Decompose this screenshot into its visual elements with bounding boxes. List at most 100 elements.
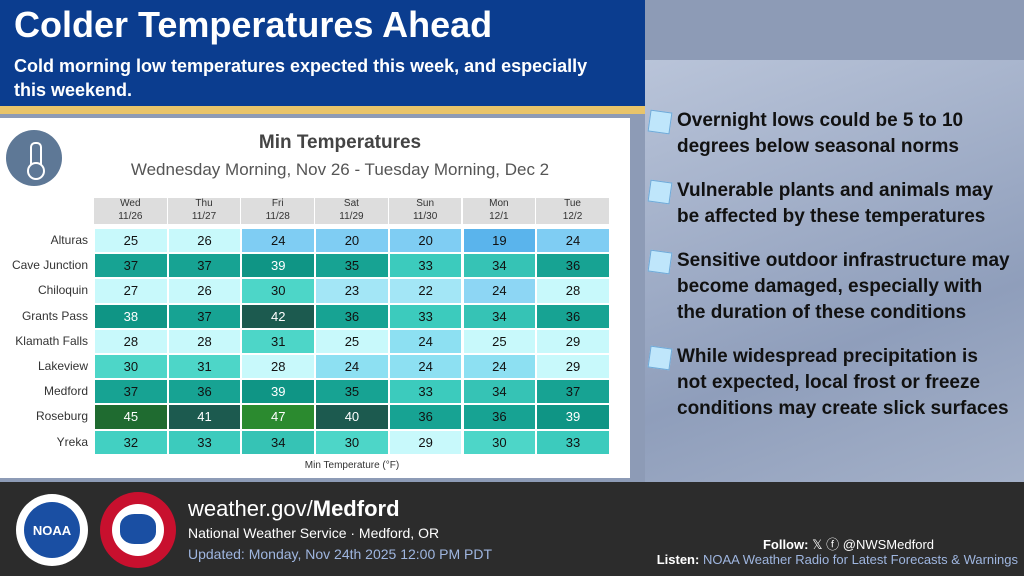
- column-day: Sat: [315, 198, 388, 211]
- table-title: Min Temperatures: [258, 132, 422, 153]
- cell: 39: [241, 379, 316, 405]
- updated: Updated: Monday, Nov 24th 2025 12:00 PM …: [188, 546, 493, 562]
- row-label: Roseburg: [35, 409, 88, 424]
- cell: 35: [315, 253, 389, 279]
- cell: 19: [462, 228, 537, 254]
- cell: 33: [167, 429, 242, 455]
- row-label: Medford: [43, 384, 88, 399]
- handle[interactable]: @NWSMedford: [842, 537, 934, 552]
- cell: 26: [167, 228, 242, 254]
- row-label: Lakeview: [37, 359, 88, 373]
- cell: 40: [315, 404, 389, 430]
- cell: 34: [462, 253, 537, 279]
- cell: 39: [241, 253, 316, 279]
- row-label: Klamath Falls: [15, 333, 88, 348]
- row-label: Grants Pass: [21, 308, 88, 323]
- cell: 36: [462, 404, 537, 430]
- bullet-panel: [645, 60, 1024, 522]
- column-date: 12/2: [536, 211, 609, 224]
- header: Colder Temperatures Ahead Cold morning l…: [0, 0, 645, 106]
- row-label: Alturas: [50, 233, 88, 247]
- cell: 37: [94, 253, 168, 279]
- cell: 33: [388, 303, 463, 329]
- cell: 20: [388, 228, 463, 254]
- column-date: 12/1: [462, 211, 536, 224]
- title: Colder Temperatures Ahead: [14, 4, 493, 45]
- row-label: Cave Junction: [11, 258, 88, 273]
- column-day: Tue: [536, 198, 609, 211]
- column-day: Mon: [462, 198, 536, 211]
- nws-logo: [100, 492, 176, 568]
- cell: 36: [167, 379, 242, 405]
- ice-icon: [647, 345, 673, 371]
- divider: [0, 106, 645, 114]
- follow-label: Follow:: [762, 537, 809, 552]
- cell: 24: [462, 278, 537, 304]
- table-footnote: Min Temperature (°F): [304, 460, 400, 471]
- bullet: While widespread precipitation is not ex…: [647, 344, 1012, 422]
- cell: 37: [94, 379, 168, 405]
- noaa-text: NOAA: [24, 502, 80, 558]
- ice-icon: [647, 249, 673, 275]
- cell: 34: [462, 303, 537, 329]
- cell: 24: [462, 354, 537, 380]
- column-date: 11/26: [94, 211, 167, 224]
- cell: 25: [315, 328, 389, 354]
- cell: 45: [94, 404, 168, 430]
- row-label: Yreka: [56, 434, 88, 449]
- cell: 39: [536, 404, 610, 430]
- cell: 36: [315, 303, 389, 329]
- url-prefix: weather.gov/: [188, 496, 313, 521]
- cell: 22: [388, 278, 463, 304]
- cell: 34: [241, 429, 316, 455]
- cell: 37: [167, 253, 242, 279]
- url[interactable]: weather.gov/Medford: [188, 496, 400, 522]
- column-date: 11/28: [241, 211, 315, 224]
- cell: 42: [241, 303, 316, 329]
- cell: 28: [241, 354, 316, 380]
- table-subtitle: Wednesday Morning, Nov 26 - Tuesday Morn…: [130, 160, 550, 179]
- cell: 28: [536, 278, 610, 304]
- cell: 30: [315, 429, 389, 455]
- ice-icon: [647, 109, 673, 135]
- cell: 34: [462, 379, 537, 405]
- cell: 20: [315, 228, 389, 254]
- cell: 37: [536, 379, 610, 405]
- bullet: Overnight lows could be 5 to 10 degrees …: [647, 108, 1012, 160]
- cell: 24: [536, 228, 610, 254]
- cell: 37: [167, 303, 242, 329]
- row-label: Chiloquin: [37, 283, 88, 298]
- bullet: Sensitive outdoor infrastructure may bec…: [647, 248, 1012, 326]
- cell: 31: [167, 354, 242, 380]
- cell: 32: [94, 429, 168, 455]
- cell: 29: [388, 429, 463, 455]
- column-date: 11/27: [167, 211, 241, 224]
- listen: Listen: NOAA Weather Radio for Latest Fo…: [657, 552, 1018, 567]
- cell: 24: [388, 328, 463, 354]
- cell: 24: [315, 354, 389, 380]
- cell: 33: [536, 429, 610, 455]
- cell: 36: [388, 404, 463, 430]
- cell: 28: [167, 328, 242, 354]
- cell: 26: [167, 278, 242, 304]
- cell: 28: [94, 328, 168, 354]
- cell: 30: [94, 354, 168, 380]
- cell: 33: [388, 379, 463, 405]
- cell: 38: [94, 303, 168, 329]
- cell: 29: [536, 328, 610, 354]
- cell: 29: [536, 354, 610, 380]
- column-day: Wed: [94, 198, 167, 211]
- cell: 27: [94, 278, 168, 304]
- column-date: 11/29: [315, 211, 388, 224]
- cell: 25: [462, 328, 537, 354]
- cell: 30: [241, 278, 316, 304]
- cell: 33: [388, 253, 463, 279]
- noaa-logo: NOAA: [16, 494, 88, 566]
- cell: 24: [388, 354, 463, 380]
- cell: 35: [315, 379, 389, 405]
- column-day: Sun: [388, 198, 462, 211]
- cell: 24: [241, 228, 316, 254]
- bullets: Overnight lows could be 5 to 10 degrees …: [645, 108, 1024, 508]
- follow: Follow: 𝕏 ⓕ @NWSMedford: [762, 537, 934, 552]
